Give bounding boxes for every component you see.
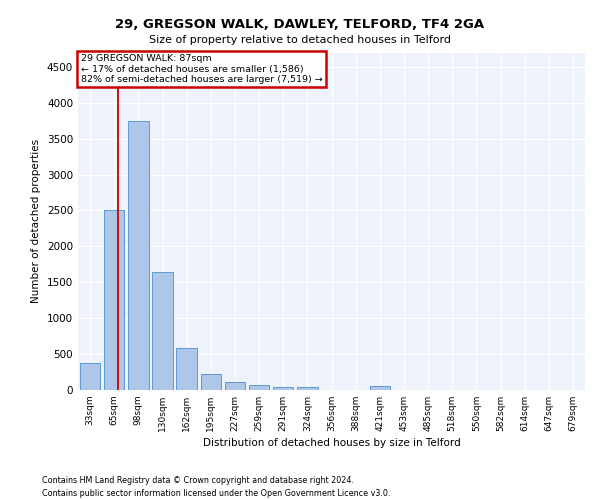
Bar xyxy=(80,364,100,390)
Bar xyxy=(152,272,173,390)
X-axis label: Distribution of detached houses by size in Telford: Distribution of detached houses by size … xyxy=(203,438,460,448)
Y-axis label: Number of detached properties: Number of detached properties xyxy=(31,139,41,304)
Text: Contains HM Land Registry data © Crown copyright and database right 2024.
Contai: Contains HM Land Registry data © Crown c… xyxy=(42,476,391,498)
Bar xyxy=(297,387,317,390)
Bar xyxy=(104,210,124,390)
Text: 29 GREGSON WALK: 87sqm
← 17% of detached houses are smaller (1,586)
82% of semi-: 29 GREGSON WALK: 87sqm ← 17% of detached… xyxy=(80,54,322,84)
Bar xyxy=(128,120,149,390)
Text: Size of property relative to detached houses in Telford: Size of property relative to detached ho… xyxy=(149,35,451,45)
Text: 29, GREGSON WALK, DAWLEY, TELFORD, TF4 2GA: 29, GREGSON WALK, DAWLEY, TELFORD, TF4 2… xyxy=(115,18,485,30)
Bar xyxy=(224,382,245,390)
Bar xyxy=(249,386,269,390)
Bar xyxy=(273,387,293,390)
Bar xyxy=(176,348,197,390)
Bar xyxy=(200,374,221,390)
Bar xyxy=(370,386,390,390)
